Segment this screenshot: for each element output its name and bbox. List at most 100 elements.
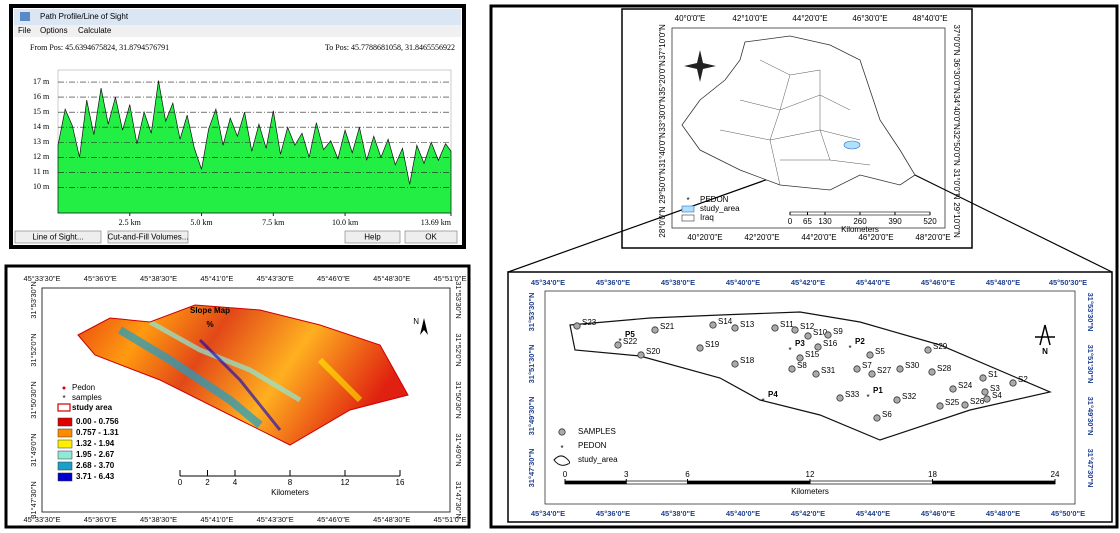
scale-label: 24 xyxy=(1051,470,1060,479)
sample-point xyxy=(792,327,798,333)
lat-label: 31°49'30"N xyxy=(527,397,536,436)
scale-label: 520 xyxy=(923,217,937,226)
sample-label: S1 xyxy=(988,370,998,379)
lon-label: 45°50'0"E xyxy=(1051,509,1085,518)
north-label: N xyxy=(413,317,419,326)
sample-label: S20 xyxy=(646,347,661,356)
sample-label: S30 xyxy=(905,361,920,370)
sample-label: S8 xyxy=(797,361,807,370)
lat-label: 34°40'0"N xyxy=(952,94,961,130)
legend-samples: * xyxy=(62,394,65,403)
sample-label: S26 xyxy=(970,397,985,406)
sample-label: S14 xyxy=(718,317,733,326)
menu-item[interactable]: Calculate xyxy=(78,26,112,35)
window-title: Path Profile/Line of Sight xyxy=(40,12,129,21)
sample-point xyxy=(825,332,831,338)
lon-label: 45°38'30"E xyxy=(140,515,177,524)
pedon-point: * xyxy=(788,346,791,355)
lon-label: 45°46'0"E xyxy=(921,509,955,518)
lon-label: 46°30'0"E xyxy=(852,14,887,23)
lon-label: 48°20'0"E xyxy=(915,233,950,242)
lon-label: 45°48'0"E xyxy=(986,509,1020,518)
legend-study-area xyxy=(682,206,694,212)
button-label[interactable]: OK xyxy=(425,233,437,242)
lat-label: 31°53'30"N xyxy=(454,281,463,319)
scale-label: 6 xyxy=(685,470,690,479)
lat-label: 31°53'30"N xyxy=(1086,293,1095,332)
legend-label: Pedon xyxy=(72,383,95,392)
legend-swatch xyxy=(58,473,72,481)
lon-label: 45°42'0"E xyxy=(791,278,825,287)
sample-label: S2 xyxy=(1018,375,1028,384)
from-pos: From Pos: 45.6394675824, 31.8794576791 xyxy=(30,43,169,52)
to-pos: To Pos: 45.7788681058, 31.8465556922 xyxy=(325,43,455,52)
north-label: N xyxy=(1042,347,1048,356)
button-label[interactable]: Line of Sight... xyxy=(32,233,83,242)
lon-label: 45°38'0"E xyxy=(661,509,695,518)
legend-swatch xyxy=(58,440,72,448)
legend-swatch xyxy=(58,462,72,470)
scale-label: 4 xyxy=(233,478,238,487)
legend-label: samples xyxy=(72,393,102,402)
menu-item[interactable]: File xyxy=(18,26,31,35)
lat-label: 31°40'0"N xyxy=(658,132,667,168)
scale-label: 18 xyxy=(928,470,937,479)
sample-label: S19 xyxy=(705,340,720,349)
legend-pedon: * xyxy=(686,196,689,205)
y-tick-label: 11 m xyxy=(33,167,50,176)
button-label[interactable]: Cut-and-Fill Volumes... xyxy=(108,233,189,242)
lon-label: 42°20'0"E xyxy=(744,233,779,242)
menu-item[interactable]: Options xyxy=(40,26,68,35)
legend-swatch xyxy=(58,451,72,459)
y-tick-label: 14 m xyxy=(33,122,50,131)
lon-label: 44°20'0"E xyxy=(792,14,827,23)
legend-label: 0.757 - 1.31 xyxy=(76,428,119,437)
sample-point xyxy=(805,333,811,339)
lat-label: 31°50'30"N xyxy=(454,381,463,419)
lat-label: 31°51'30"N xyxy=(527,345,536,384)
lon-label: 45°36'0"E xyxy=(84,515,117,524)
legend-label: 1.32 - 1.94 xyxy=(76,439,115,448)
lat-label: 29°50'0"N xyxy=(658,168,667,204)
lon-label: 45°40'0"E xyxy=(726,509,760,518)
legend-label: study_area xyxy=(700,204,740,213)
pedon-label: P5 xyxy=(625,330,635,339)
scale-label: 0 xyxy=(788,217,793,226)
lon-label: 45°41'0"E xyxy=(200,515,233,524)
scale-label: 65 xyxy=(803,217,812,226)
lon-label: 45°44'0"E xyxy=(856,278,890,287)
lon-label: 45°48'30"E xyxy=(373,515,410,524)
lon-label: 40°20'0"E xyxy=(687,233,722,242)
sample-point xyxy=(869,371,875,377)
lon-label: 45°34'0"E xyxy=(531,278,565,287)
button-label[interactable]: Help xyxy=(364,233,381,242)
lat-label: 31°52'0"N xyxy=(29,333,38,366)
y-tick-label: 16 m xyxy=(33,92,50,101)
lat-label: 31°53'30"N xyxy=(527,293,536,332)
lon-label: 42°10'0"E xyxy=(732,14,767,23)
map-unit: % xyxy=(206,320,213,329)
legend-swatch xyxy=(58,429,72,437)
scale-label: 130 xyxy=(818,217,832,226)
lat-label: 35°20'0"N xyxy=(658,60,667,96)
pedon-point: * xyxy=(848,344,851,353)
sample-point xyxy=(697,345,703,351)
sample-point xyxy=(732,361,738,367)
legend-label: PEDON xyxy=(578,441,607,450)
sample-label: S29 xyxy=(933,342,948,351)
sample-point xyxy=(854,366,860,372)
scale-segment xyxy=(933,481,1056,484)
pedon-point: * xyxy=(866,393,869,402)
lon-label: 44°20'0"E xyxy=(801,233,836,242)
legend-label: study area xyxy=(72,403,113,412)
sample-point xyxy=(772,325,778,331)
map-title: Slope Map xyxy=(190,306,230,315)
sample-point xyxy=(950,386,956,392)
lon-label: 45°41'0"E xyxy=(200,274,233,283)
lat-label: 29°10'0"N xyxy=(952,202,961,238)
sample-label: S24 xyxy=(958,381,973,390)
lat-label: 31°49'0"N xyxy=(29,433,38,466)
sample-label: S25 xyxy=(945,398,960,407)
lon-label: 45°46'0"E xyxy=(921,278,955,287)
sample-label: S7 xyxy=(862,361,872,370)
